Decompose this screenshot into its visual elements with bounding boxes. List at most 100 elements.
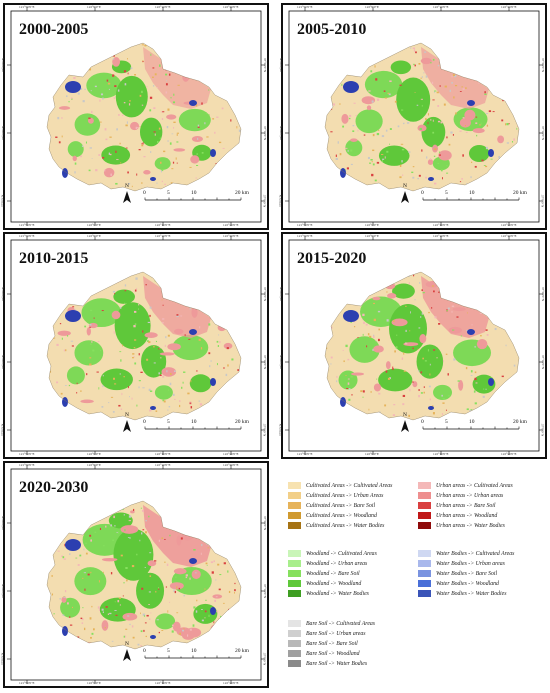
woodland-patch: [155, 613, 176, 630]
transition-pixel: [153, 107, 156, 110]
urban-patch: [191, 569, 201, 580]
transition-pixel: [362, 333, 364, 336]
transition-pixel: [371, 100, 374, 103]
transition-pixel: [380, 154, 384, 155]
transition-pixel: [350, 375, 353, 378]
urban-patch: [167, 343, 181, 351]
urban-patch: [341, 113, 349, 124]
coordinate-tick-label: 122°0'0"E: [87, 681, 101, 685]
coordinate-tick-label: 122°0'0"E: [87, 223, 101, 227]
transition-pixel: [98, 387, 100, 390]
transition-pixel: [413, 63, 415, 66]
transition-pixel: [226, 347, 229, 350]
transition-pixel: [141, 143, 143, 145]
transition-pixel: [74, 162, 77, 165]
coordinate-tick-label: 122°20'0"E: [501, 223, 517, 227]
transition-pixel: [176, 141, 179, 143]
transition-pixel: [160, 357, 162, 359]
legend-swatch: [288, 512, 301, 519]
transition-pixel: [346, 387, 349, 390]
transition-pixel: [196, 153, 198, 155]
transition-pixel: [376, 132, 380, 136]
transition-pixel: [441, 177, 443, 180]
transition-pixel: [427, 113, 430, 116]
urban-patch: [172, 621, 181, 632]
transition-pixel: [434, 90, 437, 92]
water-body: [210, 149, 216, 157]
urban-area: [421, 47, 489, 109]
transition-pixel: [149, 306, 152, 309]
transition-pixel: [199, 403, 203, 406]
transition-pixel: [161, 537, 164, 539]
transition-pixel: [108, 88, 110, 90]
transition-pixel: [466, 312, 468, 314]
transition-pixel: [420, 371, 423, 374]
transition-pixel: [372, 348, 374, 352]
woodland-patch: [378, 368, 413, 392]
transition-pixel: [172, 101, 176, 104]
transition-pixel: [89, 363, 92, 366]
transition-pixel: [405, 305, 407, 307]
transition-pixel: [210, 561, 214, 564]
transition-pixel: [167, 140, 169, 142]
north-arrow-icon: [123, 420, 131, 432]
coordinate-tick-label: 122°10'0"E: [155, 234, 171, 238]
transition-pixel: [337, 141, 339, 144]
legend-item: Bare Soil -> Woodland: [288, 650, 360, 657]
transition-pixel: [119, 351, 122, 353]
transition-pixel: [109, 153, 112, 156]
woodland-patch: [113, 528, 154, 581]
coordinate-tick-label: 37°0'0"N: [278, 194, 283, 208]
transition-pixel: [375, 340, 377, 342]
transition-pixel: [417, 348, 419, 350]
transition-pixel: [208, 89, 210, 91]
legend-item: Water Bodies -> Woodland: [418, 580, 499, 587]
transition-pixel: [146, 358, 149, 361]
transition-pixel: [89, 326, 91, 328]
transition-pixel: [384, 404, 387, 407]
coordinate-tick-label: 121°50'0"E: [19, 681, 35, 685]
transition-pixel: [81, 618, 84, 621]
transition-pixel: [347, 149, 349, 152]
transition-pixel: [133, 310, 137, 313]
legend-label: Urban areas -> Woodland: [436, 512, 498, 519]
coordinate-tick-label: 122°20'0"E: [501, 5, 517, 9]
transition-pixel: [148, 618, 151, 620]
transition-pixel: [414, 92, 416, 93]
transition-pixel: [86, 373, 88, 376]
legend-label: Water Bodies -> Cultivated Areas: [436, 550, 515, 557]
transition-pixel: [346, 167, 349, 170]
transition-pixel: [163, 400, 166, 403]
transition-pixel: [395, 346, 398, 349]
map-panel-1: 2000-2005 121°50'0"E 122°0'0"E 122°10'0"E 12…: [0, 3, 269, 230]
transition-pixel: [473, 332, 476, 334]
transition-pixel: [479, 312, 483, 314]
transition-pixel: [462, 117, 465, 119]
transition-pixel: [103, 545, 105, 547]
transition-pixel: [189, 402, 192, 404]
legend-item: Woodland -> Water Bodies: [288, 590, 369, 597]
transition-pixel: [382, 158, 385, 160]
north-label: N: [125, 412, 129, 418]
transition-pixel: [94, 85, 97, 88]
transition-pixel: [185, 576, 188, 579]
transition-pixel: [119, 162, 122, 164]
transition-pixel: [511, 141, 514, 143]
transition-pixel: [418, 389, 420, 391]
transition-pixel: [465, 132, 468, 133]
woodland-patch: [136, 572, 165, 609]
transition-pixel: [204, 617, 206, 619]
woodland-patch: [67, 141, 84, 158]
transition-pixel: [480, 122, 482, 125]
scale-bar-label: 20 km: [235, 648, 249, 654]
transition-pixel: [412, 47, 416, 50]
urban-patch: [147, 560, 157, 567]
legend-label: Bare Soil -> Urban areas: [306, 630, 366, 637]
transition-pixel: [123, 635, 125, 638]
transition-pixel: [357, 129, 359, 132]
transition-pixel: [83, 627, 86, 631]
transition-pixel: [416, 104, 419, 106]
transition-pixel: [470, 374, 473, 376]
transition-pixel: [140, 371, 143, 374]
transition-pixel: [214, 599, 216, 602]
